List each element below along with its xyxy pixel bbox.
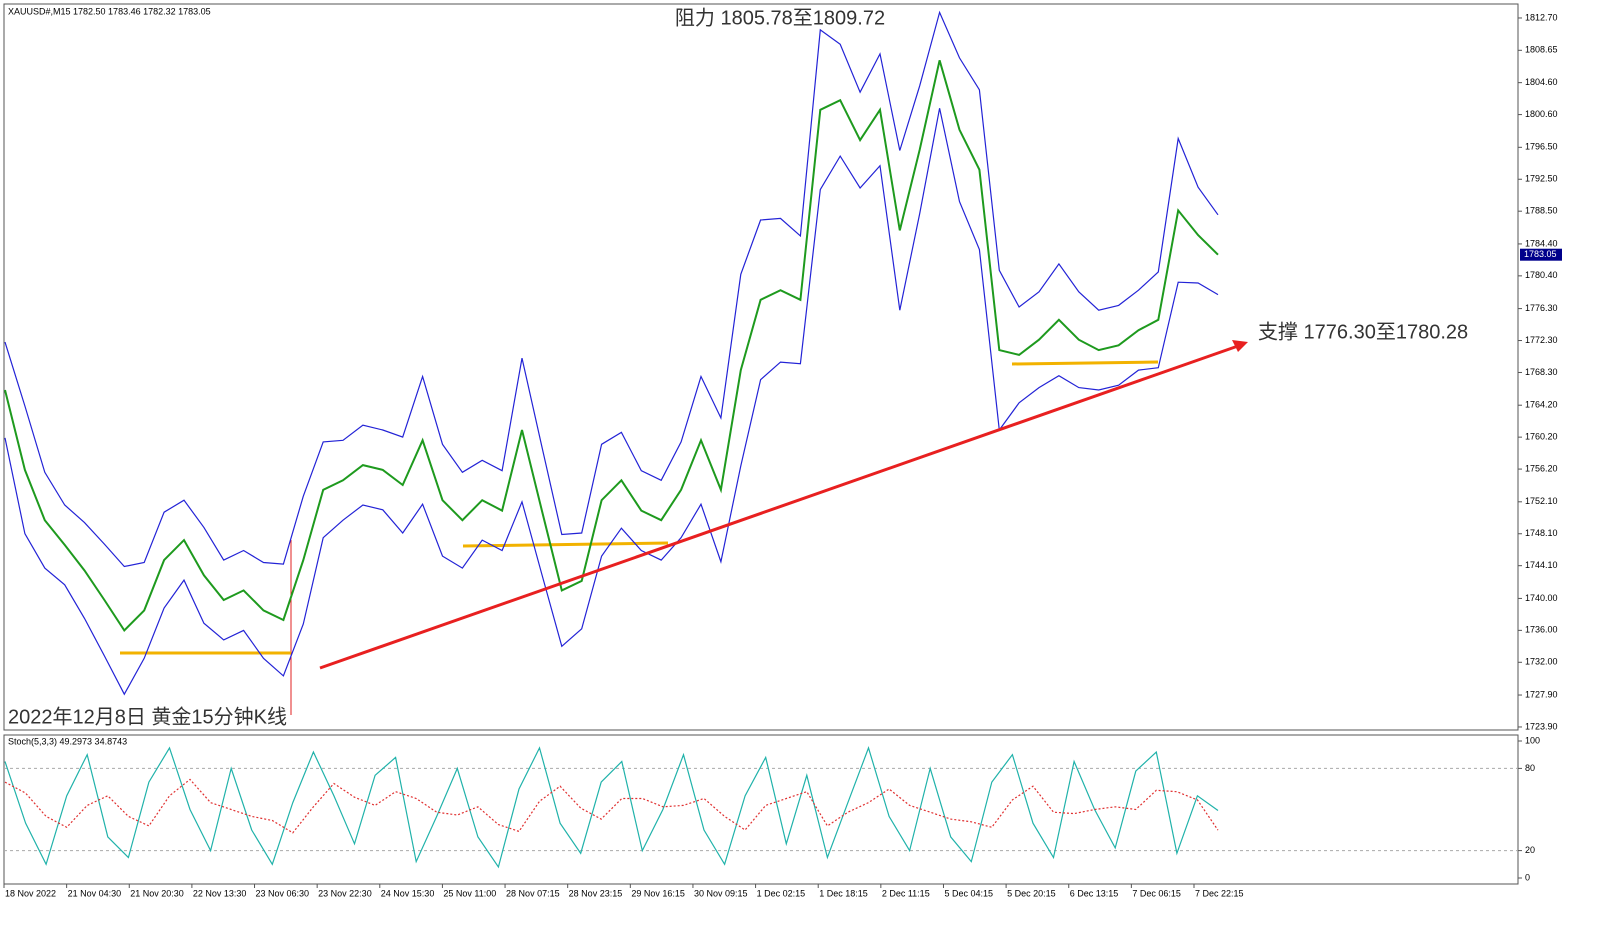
main-frame	[3, 3, 1519, 731]
trend-arrow	[1232, 340, 1248, 352]
x-tick-label: 23 Nov 22:30	[318, 888, 372, 898]
x-tick-label: 1 Dec 02:15	[757, 888, 806, 898]
y-tick-label: 1812.70	[1525, 12, 1558, 22]
y-tick-label: 1727.90	[1525, 689, 1558, 699]
y-tick-label: 1804.60	[1525, 77, 1558, 87]
x-tick-label: 7 Dec 06:15	[1132, 888, 1181, 898]
x-tick-label: 24 Nov 15:30	[381, 888, 435, 898]
level-line	[462, 541, 669, 548]
level-line	[1011, 360, 1159, 366]
y-tick-label: 100	[1525, 735, 1540, 745]
x-tick-label: 7 Dec 22:15	[1195, 888, 1244, 898]
x-tick-label: 1 Dec 18:15	[819, 888, 868, 898]
x-tick-label: 23 Nov 06:30	[256, 888, 310, 898]
x-tick-label: 28 Nov 23:15	[569, 888, 623, 898]
y-tick-label: 1736.00	[1525, 625, 1558, 635]
support-note: 支撑 1776.30至1780.28	[1258, 320, 1468, 343]
date-note: 2022年12月8日 黄金15分钟K线	[8, 705, 287, 728]
series-line	[4, 746, 1219, 869]
y-tick-label: 80	[1525, 763, 1535, 773]
y-tick-label: 0	[1525, 872, 1530, 882]
x-tick-label: 5 Dec 20:15	[1007, 888, 1056, 898]
y-tick-label: 1756.20	[1525, 463, 1558, 473]
y-tick-label: 1788.50	[1525, 206, 1558, 216]
x-tick-label: 22 Nov 13:30	[193, 888, 247, 898]
x-tick-label: 28 Nov 07:15	[506, 888, 560, 898]
x-tick-label: 30 Nov 09:15	[694, 888, 748, 898]
resistance-note: 阻力 1805.78至1809.72	[675, 6, 885, 29]
y-tick-label: 1764.20	[1525, 400, 1558, 410]
x-tick-label: 18 Nov 2022	[5, 888, 56, 898]
marks	[4, 10, 1518, 869]
x-tick-label: 21 Nov 20:30	[130, 888, 184, 898]
series-line	[4, 108, 1219, 696]
y-tick-label: 1776.30	[1525, 303, 1558, 313]
y-tick-label: 1732.00	[1525, 657, 1558, 667]
stoch-title: Stoch(5,3,3) 49.2973 34.8743	[8, 736, 127, 746]
y-tick-label: 1744.10	[1525, 560, 1558, 570]
y-tick-label: 1768.30	[1525, 367, 1558, 377]
y-tick-label: 1752.10	[1525, 496, 1558, 506]
y-tick-label: 1796.50	[1525, 142, 1558, 152]
y-tick-label: 1740.00	[1525, 593, 1558, 603]
x-tick-label: 29 Nov 16:15	[631, 888, 685, 898]
y-tick-label: 1792.50	[1525, 174, 1558, 184]
x-tick-label: 5 Dec 04:15	[944, 888, 993, 898]
x-tick-label: 21 Nov 04:30	[68, 888, 122, 898]
series-line	[4, 10, 1219, 568]
y-tick-label: 1808.65	[1525, 45, 1558, 55]
y-tick-label: 1723.90	[1525, 721, 1558, 731]
stoch-frame	[3, 734, 1519, 885]
last-price-box	[1520, 248, 1562, 261]
trend-line	[319, 344, 1239, 670]
series-line	[4, 778, 1219, 834]
y-tick-label: 1800.60	[1525, 109, 1558, 119]
y-tick-label: 1780.40	[1525, 270, 1558, 280]
series-line	[4, 60, 1219, 632]
y-tick-label: 1784.40	[1525, 238, 1558, 248]
y-tick-label: 1772.30	[1525, 335, 1558, 345]
last-price-label: 1783.05	[1524, 249, 1557, 259]
y-tick-label: 20	[1525, 845, 1535, 855]
x-tick-label: 2 Dec 11:15	[882, 888, 930, 898]
x-tick-label: 25 Nov 11:00	[443, 888, 496, 898]
y-tick-label: 1748.10	[1525, 528, 1558, 538]
y-tick-label: 1760.20	[1525, 432, 1558, 442]
x-tick-label: 6 Dec 13:15	[1070, 888, 1119, 898]
symbol-header: XAUUSD#,M15 1782.50 1783.46 1782.32 1783…	[8, 6, 211, 16]
